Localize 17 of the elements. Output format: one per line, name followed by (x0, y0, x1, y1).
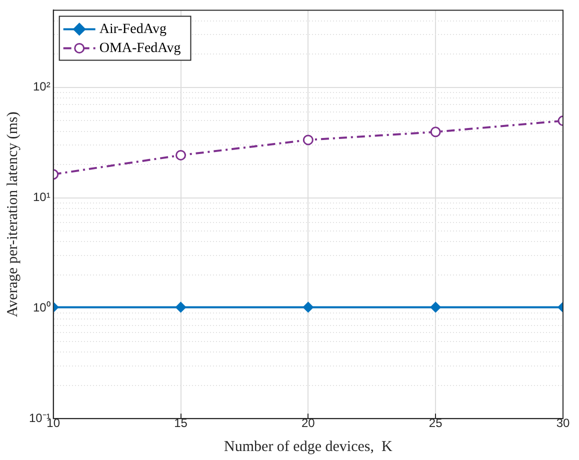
point (176, 150, 186, 160)
point (430, 126, 441, 138)
legend-label: Air-FedAvg (99, 22, 166, 37)
point (302, 134, 314, 146)
point (430, 302, 441, 312)
x-axis-title: Number of edge devices, K (224, 438, 392, 455)
point (302, 302, 314, 312)
point (176, 302, 186, 312)
x-tick-label: 25 (428, 416, 443, 430)
x-tick-label: 15 (174, 416, 188, 430)
legend-label: OMA-FedAvg (99, 40, 181, 56)
x-tick-label: 30 (556, 416, 570, 430)
y-tick-label: 10⁰ (32, 300, 50, 315)
y-tick-label: 10¹ (33, 190, 50, 204)
x-tick-label: 20 (301, 416, 316, 430)
y-tick-label: 10² (33, 80, 50, 94)
y-axis-title: Average per-iteration latency (ms) (4, 112, 21, 318)
